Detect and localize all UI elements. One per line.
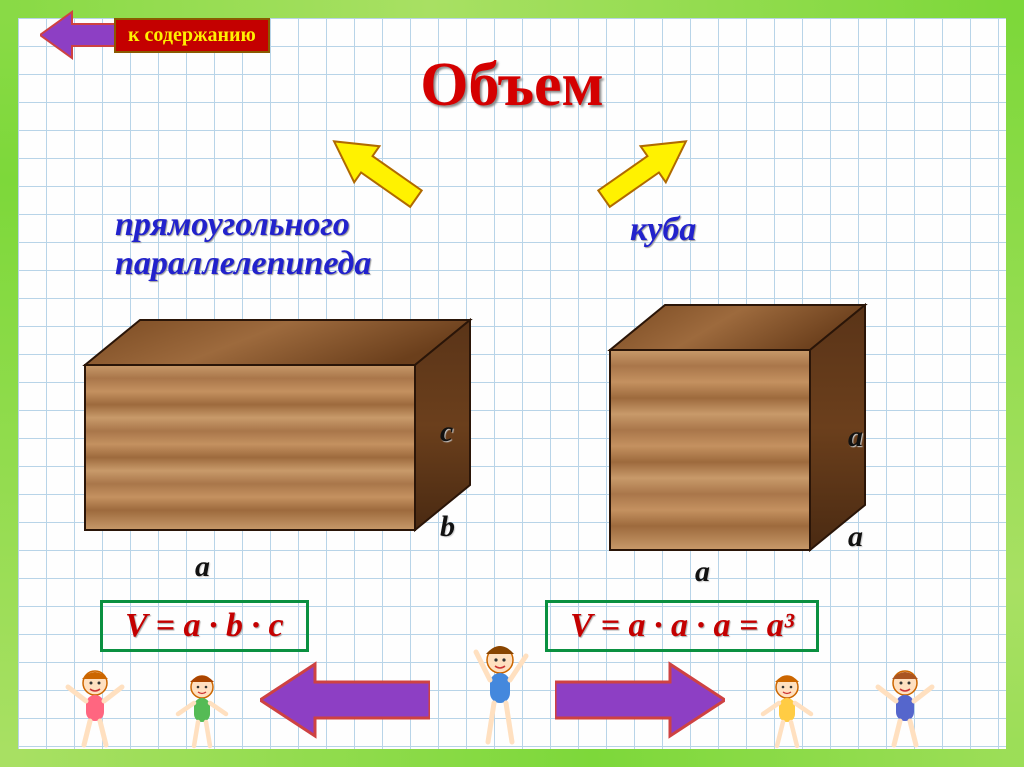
nav-next-button[interactable] <box>555 660 725 740</box>
label-a-left: a <box>195 550 210 584</box>
slide-title: Объем <box>0 50 1024 121</box>
subhead-cube: куба <box>630 210 696 249</box>
cube-shape <box>600 295 880 565</box>
arrow-down-right-icon <box>580 120 710 220</box>
formula-cube: V = a · a · a = a³ <box>545 600 819 652</box>
label-a-cube-depth: a <box>848 520 863 554</box>
subhead-cube-text: куба <box>630 211 696 248</box>
label-c-left: c <box>440 415 453 449</box>
kid-decoration-3 <box>460 640 540 750</box>
parallelepiped-shape <box>75 310 485 550</box>
nav-prev-button[interactable] <box>260 660 430 740</box>
subhead-parallelepiped: прямоугольного параллелепипеда <box>115 205 371 283</box>
kid-decoration-5 <box>870 665 940 750</box>
kid-decoration-2 <box>170 670 235 750</box>
formula-parallelepiped: V = a · b · c <box>100 600 309 652</box>
label-b-left: b <box>440 510 455 544</box>
nav-back-label: к содержанию <box>114 18 270 53</box>
kid-decoration-4 <box>755 670 820 750</box>
label-a-cube-bottom: a <box>695 555 710 589</box>
label-a-cube-height: a <box>848 420 863 454</box>
kid-decoration-1 <box>60 665 130 750</box>
subhead-parallelepiped-text: прямоугольного параллелепипеда <box>115 205 371 283</box>
